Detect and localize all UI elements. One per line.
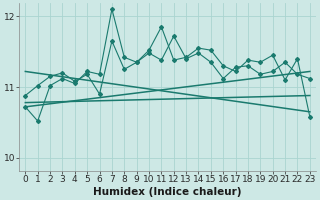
X-axis label: Humidex (Indice chaleur): Humidex (Indice chaleur): [93, 187, 242, 197]
